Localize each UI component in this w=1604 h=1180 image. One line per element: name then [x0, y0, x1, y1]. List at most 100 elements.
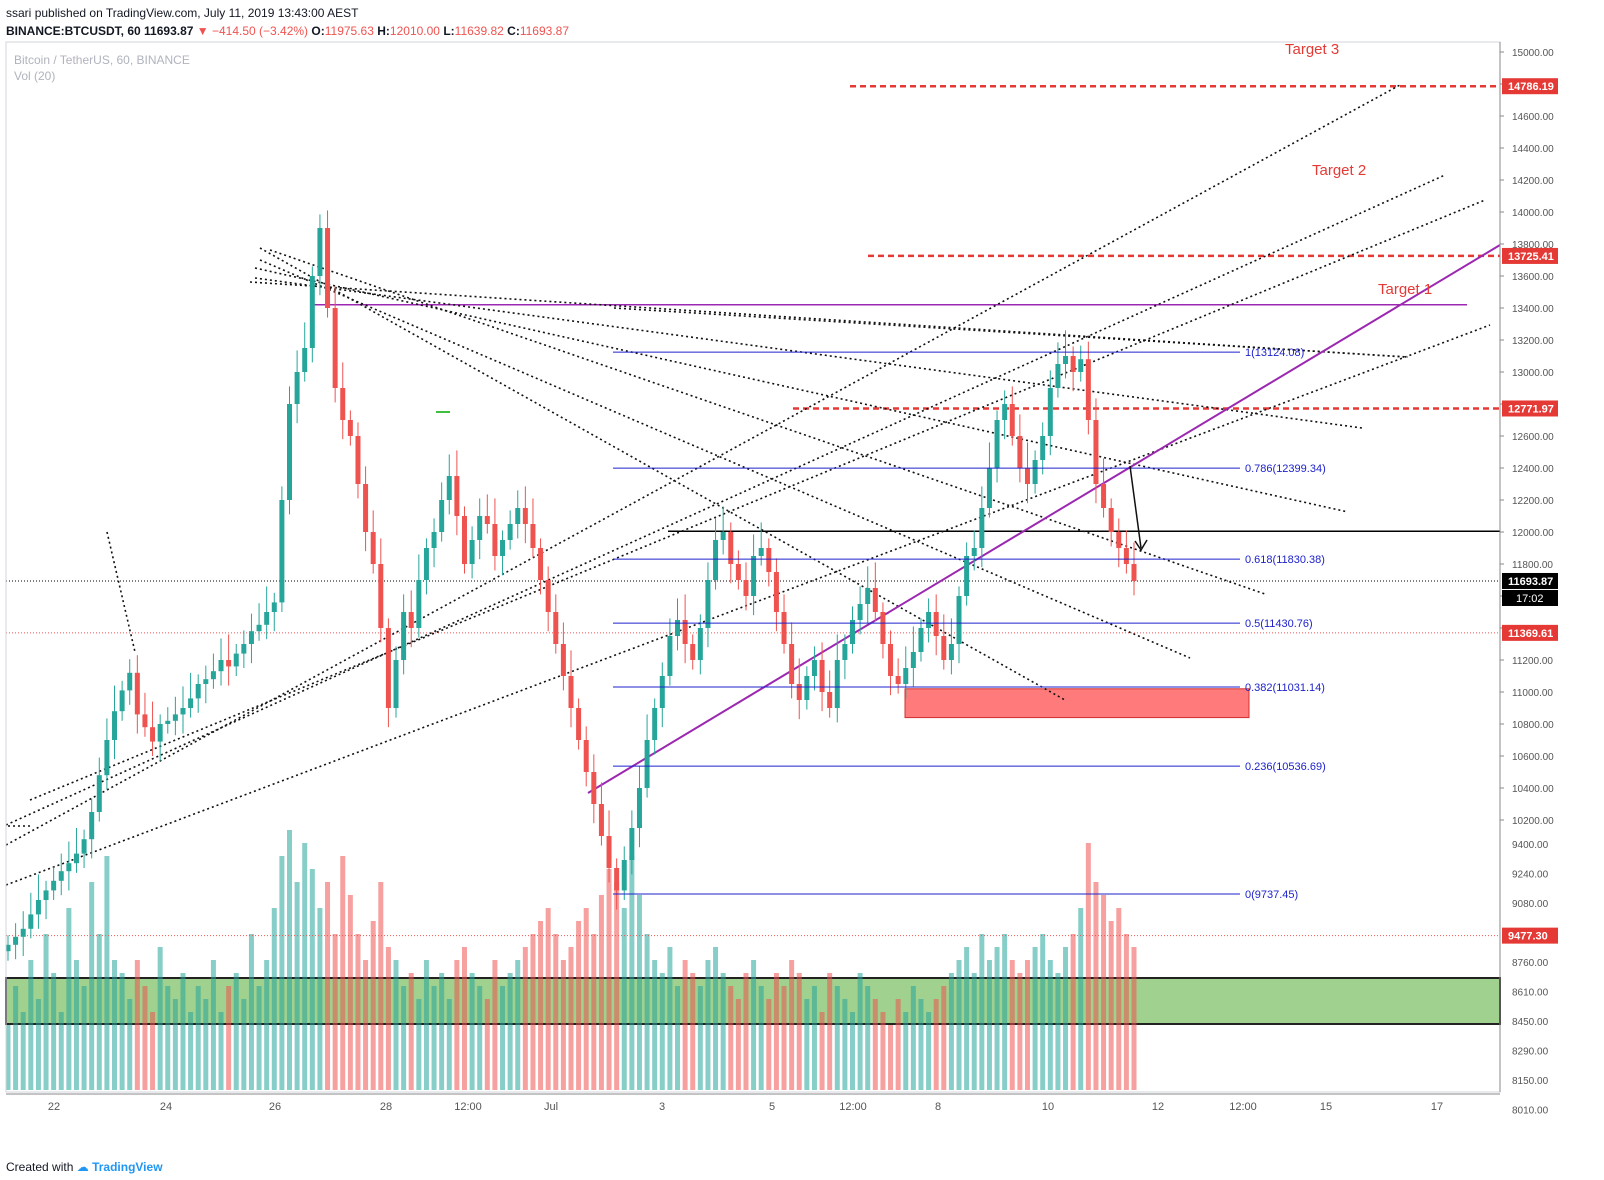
chart-header: ssari published on TradingView.com, July…	[6, 4, 569, 40]
publisher-name[interactable]: ssari	[6, 6, 32, 20]
volume-bar	[530, 934, 536, 1090]
volume-bar	[933, 999, 939, 1090]
candle-body	[606, 836, 612, 868]
tradingview-brand[interactable]: TradingView	[92, 1160, 163, 1174]
candle-body	[325, 228, 331, 308]
price-label-box	[1502, 247, 1558, 264]
x-tick-label: 24	[160, 1101, 172, 1113]
candle-body	[1085, 359, 1091, 420]
volume-bar	[819, 1012, 825, 1090]
price-label-text: 11369.61	[1508, 628, 1553, 640]
volume-bar	[1055, 973, 1061, 1090]
candle-body	[1055, 364, 1061, 388]
candle-body	[948, 644, 954, 660]
symbol-label: BINANCE:BTCUSDT, 60	[6, 24, 141, 38]
volume-bar	[477, 986, 483, 1090]
volume-bar	[1002, 934, 1008, 1090]
candle-body	[203, 679, 209, 684]
candle-body	[355, 436, 361, 484]
trendline-dotted	[249, 281, 1405, 358]
volume-bar	[119, 973, 125, 1090]
candle-body	[933, 612, 939, 636]
candle-body	[317, 228, 323, 276]
volume-axis-tick-label: 8610.00	[1512, 988, 1549, 999]
candle-body	[644, 740, 650, 788]
candle-body	[43, 890, 49, 900]
candle-body	[248, 631, 254, 644]
volume-bar	[979, 934, 985, 1090]
candle-body	[393, 660, 399, 708]
candle-body	[690, 644, 696, 660]
candle-body	[682, 620, 688, 644]
volume-axis-tick-label: 8290.00	[1512, 1047, 1549, 1058]
volume-axis-tick-label: 8010.00	[1512, 1106, 1549, 1117]
volume-bar	[758, 986, 764, 1090]
volume-bar	[416, 999, 422, 1090]
candle-body	[5, 944, 11, 952]
candle-body	[294, 372, 300, 404]
candle-body	[134, 672, 140, 715]
y-tick-label: 10200.00	[1512, 816, 1554, 827]
volume-bar	[857, 973, 863, 1090]
trendline-dotted	[5, 84, 1401, 846]
volume-bar	[51, 973, 57, 1090]
price-label-box	[1502, 78, 1558, 95]
trendline-dotted	[254, 277, 1363, 429]
price-label-box	[1502, 624, 1558, 641]
fib-level-label: 1(13124.08)	[1245, 347, 1304, 359]
price-label-box	[1502, 400, 1558, 417]
candle-body	[629, 828, 635, 860]
volume-bar	[743, 973, 749, 1090]
candle-body	[926, 612, 932, 628]
candle-body	[370, 532, 376, 564]
volume-bar	[1047, 960, 1053, 1090]
y-tick-label: 13400.00	[1512, 304, 1554, 315]
candle-body	[1063, 356, 1069, 364]
candle-body	[979, 508, 985, 548]
tradingview-logo-icon: ☁	[76, 1160, 89, 1174]
candle-body	[35, 900, 41, 915]
candle-body	[621, 860, 627, 891]
volume-bar	[606, 869, 612, 1090]
volume-bar	[850, 1012, 855, 1090]
candle-body	[66, 863, 72, 872]
candle-body	[431, 532, 437, 548]
volume-bar	[560, 960, 566, 1090]
y-tick-label: 14400.00	[1512, 144, 1554, 155]
fib-level-label: 0.618(11830.38)	[1245, 554, 1325, 566]
candle-body	[636, 788, 642, 828]
fib-level-label: 0.236(10536.69)	[1245, 761, 1326, 773]
x-tick-label: 5	[769, 1101, 775, 1113]
volume-bar	[195, 986, 201, 1090]
volume-bar	[1070, 934, 1076, 1090]
volume-bar	[842, 999, 848, 1090]
down-arrow	[1129, 465, 1142, 549]
candle-body	[515, 508, 521, 524]
created-with-text: Created with	[6, 1160, 74, 1174]
candle-body	[675, 620, 681, 636]
high-value: 12010.00	[389, 24, 440, 38]
candle-body	[401, 612, 407, 660]
candle-body	[918, 628, 924, 652]
candle-body	[697, 628, 703, 660]
x-tick-label: 22	[48, 1101, 60, 1113]
trendline-dotted	[5, 324, 1491, 886]
volume-bar	[142, 986, 148, 1090]
trendline-dotted	[29, 199, 1486, 801]
close-label: C:	[507, 24, 520, 38]
volume-bar	[317, 908, 323, 1090]
y-tick-label: 11000.00	[1512, 688, 1553, 699]
volume-bar	[682, 960, 688, 1090]
volume-bar	[667, 947, 673, 1090]
volume-bar	[751, 960, 757, 1090]
candle-body	[454, 476, 460, 516]
volume-bar	[697, 986, 703, 1090]
volume-bar	[766, 999, 772, 1090]
candle-body	[484, 516, 490, 524]
candle-body	[1017, 436, 1023, 468]
candle-body	[811, 660, 817, 676]
volume-bar	[614, 882, 620, 1090]
candle-body	[302, 348, 308, 372]
candle-body	[614, 868, 620, 891]
